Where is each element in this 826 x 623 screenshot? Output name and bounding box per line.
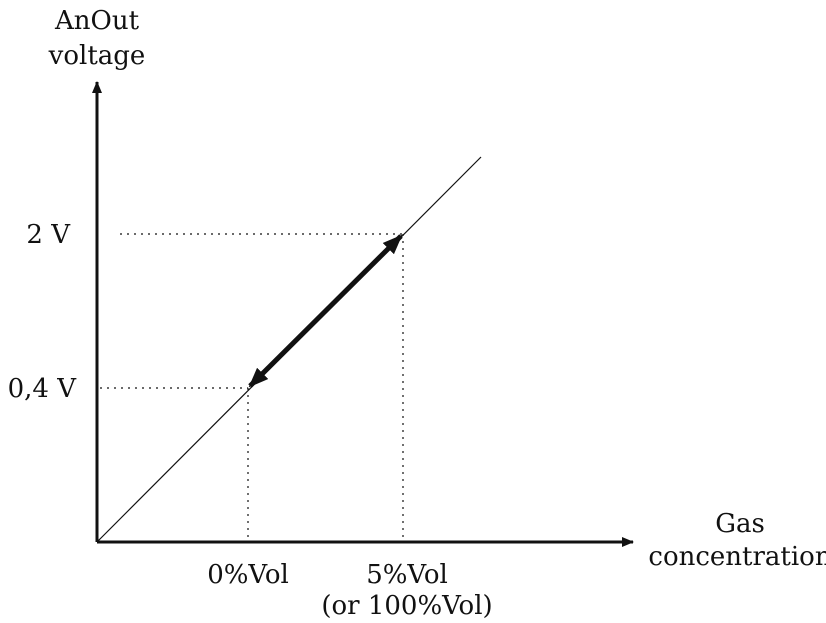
range-double-arrow xyxy=(248,234,403,388)
y-tick-label-04v: 0,4 V xyxy=(8,374,78,404)
x-tick-label-5vol: 5%Vol xyxy=(366,560,448,590)
x-tick-label-100vol: (or 100%Vol) xyxy=(321,591,492,621)
x-tick-label-0vol: 0%Vol xyxy=(207,560,289,590)
y-tick-label-2v: 2 V xyxy=(26,220,71,250)
x-axis-label-line2: concentration xyxy=(648,542,826,572)
x-axis-label-line1: Gas xyxy=(715,509,765,539)
y-axis-label-line1: AnOut xyxy=(54,6,140,36)
y-axis-label-line2: voltage xyxy=(48,41,146,71)
